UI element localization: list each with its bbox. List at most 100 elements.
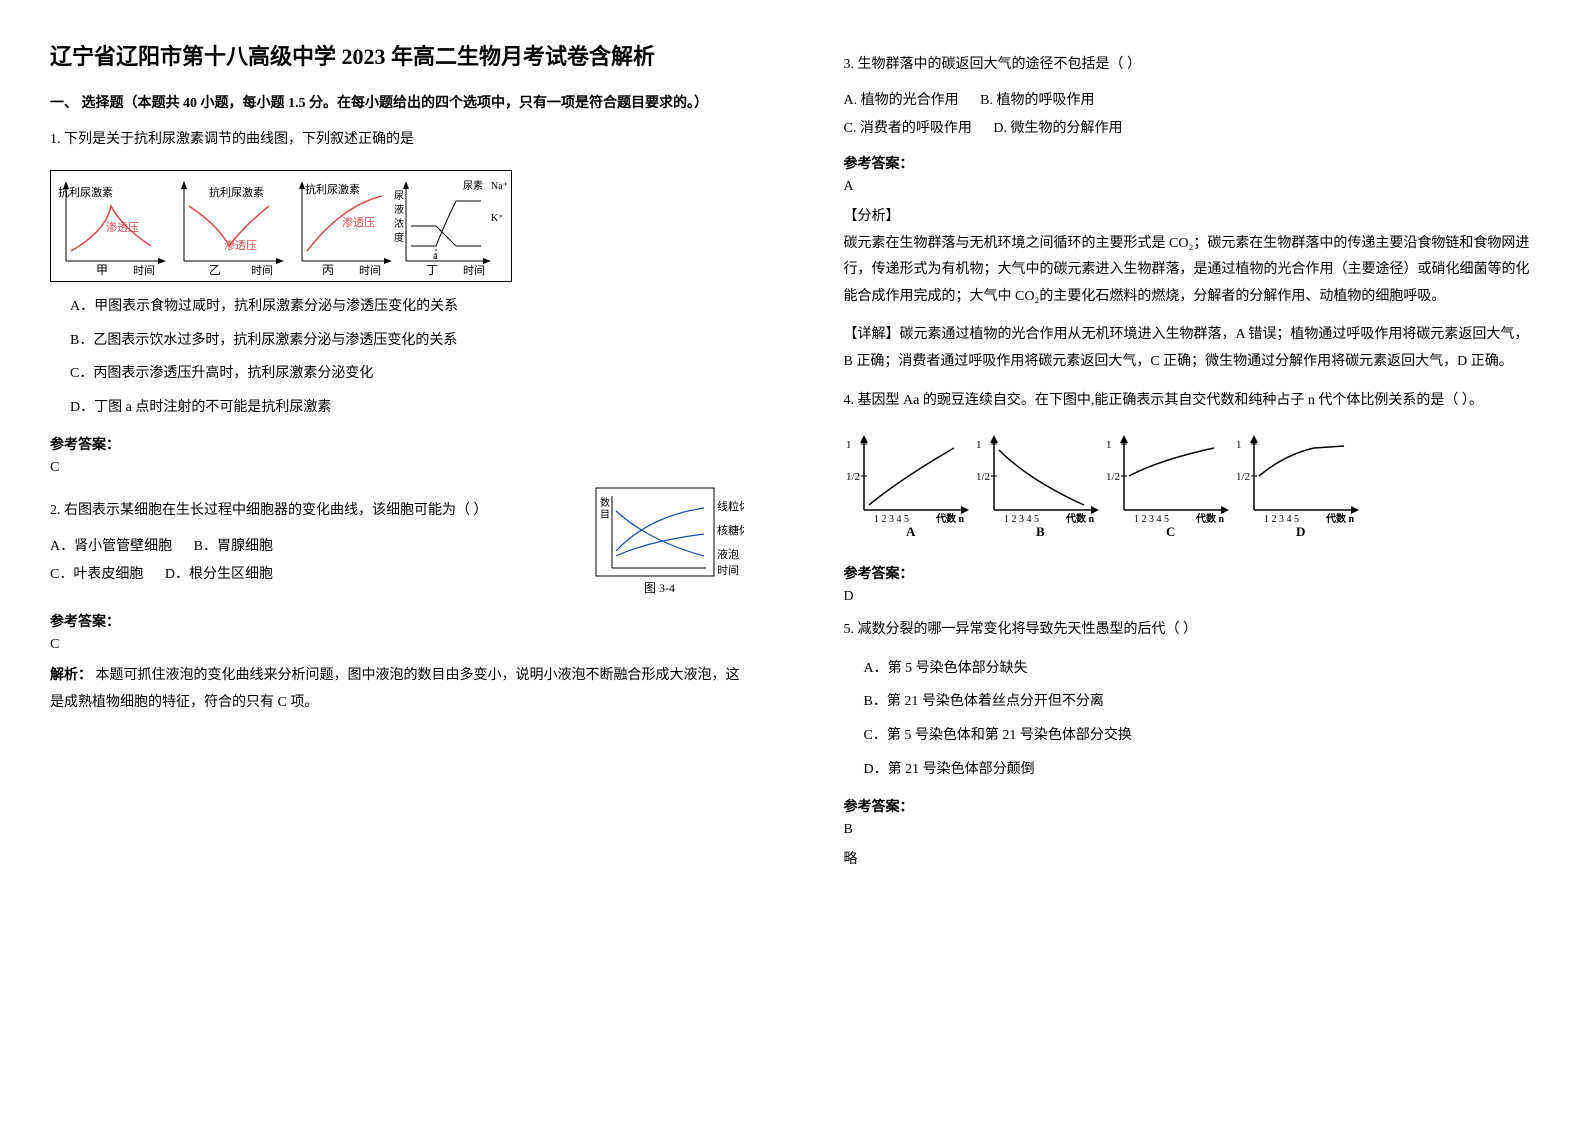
svg-text:渗透压: 渗透压 (224, 238, 257, 252)
q5-extra: 略 (844, 848, 1538, 868)
q1-optA: A．甲图表示食物过咸时，抗利尿激素分泌与渗透压变化的关系 (70, 290, 744, 324)
q1-stem: 1. 下列是关于抗利尿激素调节的曲线图，下列叙述正确的是 (50, 127, 744, 154)
section-1-head: 一、 选择题（本题共 40 小题，每小题 1.5 分。在每小题给出的四个选项中，… (50, 93, 744, 115)
svg-text:尿素: 尿素 (463, 179, 483, 192)
q5-optB: B．第 21 号染色体着丝点分开但不分离 (864, 685, 1538, 719)
svg-text:C: C (1166, 524, 1175, 539)
svg-text:1/2: 1/2 (846, 471, 860, 483)
svg-text:K⁺: K⁺ (491, 213, 504, 224)
q4-answer-label: 参考答案： (844, 563, 1538, 583)
svg-text:丙: 丙 (322, 263, 334, 277)
svg-text:1: 1 (846, 439, 852, 451)
svg-text:1 2 3 4 5: 1 2 3 4 5 (874, 514, 909, 525)
svg-text:D: D (1296, 524, 1305, 539)
q1-answer-label: 参考答案： (50, 434, 744, 454)
svg-text:A: A (906, 524, 916, 539)
q3-stem: 3. 生物群落中的碳返回大气的途径不包括是（ ） (844, 52, 1538, 79)
q2-analysis-prefix: 解析： (50, 668, 92, 683)
q2-optA: A．肾小管管壁细胞 (50, 539, 172, 554)
q1-figure: 抗利尿激素 渗透压 甲 时间 抗利尿激素 渗透压 乙 时间 (50, 170, 512, 282)
svg-text:1/2: 1/2 (1106, 471, 1120, 483)
q4-figure: 1 1/2 1 2 3 4 5 代数 n A 1 1/2 (844, 422, 1538, 553)
q2-answer-label: 参考答案： (50, 611, 744, 631)
q5-answer: B (844, 822, 1538, 838)
q2-figure: 数 目 线粒体 核糖体 液泡 时间 图 3-4 (584, 486, 744, 601)
svg-text:时间: 时间 (463, 264, 485, 277)
svg-text:B: B (1036, 524, 1045, 539)
q2-analysis: 解析： 本题可抓住液泡的变化曲线来分析问题，图中液泡的数目由多变小，说明小液泡不… (50, 663, 744, 716)
q3-xiangjie: 【详解】碳元素通过植物的光合作用从无机环境进入生物群落，A 错误；植物通过呼吸作… (844, 322, 1538, 375)
svg-text:丁: 丁 (426, 263, 438, 277)
q2-analysis-text: 本题可抓住液泡的变化曲线来分析问题，图中液泡的数目由多变小，说明小液泡不断融合形… (50, 668, 740, 710)
svg-text:代数 n: 代数 n (1325, 512, 1355, 525)
q3-options: A. 植物的光合作用 B. 植物的呼吸作用 C. 消费者的呼吸作用 D. 微生物… (844, 87, 1538, 143)
q2-optB: B．胃腺细胞 (194, 539, 273, 554)
q3-optD: D. 微生物的分解作用 (993, 121, 1122, 136)
svg-text:目: 目 (600, 510, 610, 521)
svg-text:时间: 时间 (359, 264, 381, 277)
q3-fenxi-label: 【分析】 (844, 205, 1538, 225)
q3-xiangjie-text: 碳元素通过植物的光合作用从无机环境进入生物群落，A 错误；植物通过呼吸作用将碳元… (844, 327, 1529, 369)
q2-optC: C．叶表皮细胞 (50, 567, 143, 582)
svg-text:1 2 3 4 5: 1 2 3 4 5 (1264, 514, 1299, 525)
q5-answer-label: 参考答案： (844, 796, 1538, 816)
left-column: 辽宁省辽阳市第十八高级中学 2023 年高二生物月考试卷含解析 一、 选择题（本… (0, 0, 794, 1122)
q1-optC: C．丙图表示渗透压升高时，抗利尿激素分泌变化 (70, 357, 744, 391)
svg-text:代数 n: 代数 n (935, 512, 965, 525)
svg-text:时间: 时间 (251, 264, 273, 277)
svg-text:尿: 尿 (394, 190, 404, 202)
svg-text:Na⁺: Na⁺ (491, 181, 508, 192)
q3-optC: C. 消费者的呼吸作用 (844, 121, 972, 136)
svg-text:甲: 甲 (96, 263, 108, 277)
svg-text:时间: 时间 (717, 564, 739, 577)
svg-text:代数 n: 代数 n (1065, 512, 1095, 525)
q3-answer-label: 参考答案： (844, 153, 1538, 173)
svg-text:图 3-4: 图 3-4 (644, 581, 675, 595)
q2-stem: 2. 右图表示某细胞在生长过程中细胞器的变化曲线，该细胞可能为（ ） (50, 498, 584, 525)
svg-text:液泡: 液泡 (717, 547, 739, 561)
svg-text:数: 数 (600, 496, 610, 509)
q2-options: A．肾小管管壁细胞 B．胃腺细胞 C．叶表皮细胞 D．根分生区细胞 (50, 533, 584, 589)
q3-optB: B. 植物的呼吸作用 (980, 93, 1094, 108)
right-column: 3. 生物群落中的碳返回大气的途径不包括是（ ） A. 植物的光合作用 B. 植… (794, 0, 1587, 1122)
svg-text:1/2: 1/2 (1236, 471, 1250, 483)
q3-answer: A (844, 179, 1538, 195)
q1-optD: D．丁图 a 点时注射的不可能是抗利尿激素 (70, 391, 744, 425)
q4-answer: D (844, 589, 1538, 605)
svg-text:渗透压: 渗透压 (342, 215, 375, 229)
svg-text:抗利尿激素: 抗利尿激素 (209, 185, 264, 199)
svg-text:抗利尿激素: 抗利尿激素 (58, 185, 113, 199)
q3-optA: A. 植物的光合作用 (844, 93, 959, 108)
svg-text:浓: 浓 (394, 218, 404, 230)
svg-text:代数 n: 代数 n (1195, 512, 1225, 525)
svg-text:度: 度 (394, 231, 404, 244)
svg-text:1 2 3 4 5: 1 2 3 4 5 (1004, 514, 1039, 525)
q4-stem: 4. 基因型 Aa 的豌豆连续自交。在下图中,能正确表示其自交代数和纯种占子 n… (844, 388, 1538, 415)
svg-text:时间: 时间 (133, 264, 155, 277)
svg-text:1 2 3 4 5: 1 2 3 4 5 (1134, 514, 1169, 525)
svg-text:核糖体: 核糖体 (717, 523, 744, 537)
svg-text:乙: 乙 (209, 263, 221, 277)
q3-xiangjie-label: 【详解】 (844, 327, 900, 342)
q1-optB: B．乙图表示饮水过多时，抗利尿激素分泌与渗透压变化的关系 (70, 324, 744, 358)
q3-fenxi: 碳元素在生物群落与无机环境之间循环的主要形式是 CO₂；碳元素在生物群落中的传递… (844, 231, 1538, 311)
q2-optD: D．根分生区细胞 (165, 567, 273, 582)
svg-text:线粒体: 线粒体 (717, 499, 744, 513)
q5-optD: D．第 21 号染色体部分颠倒 (864, 753, 1538, 787)
q2-answer: C (50, 637, 744, 653)
q5-optC: C．第 5 号染色体和第 21 号染色体部分交换 (864, 719, 1538, 753)
q1-options: A．甲图表示食物过咸时，抗利尿激素分泌与渗透压变化的关系 B．乙图表示饮水过多时… (70, 290, 744, 424)
q5-stem: 5. 减数分裂的哪一异常变化将导致先天性愚型的后代（ ） (844, 617, 1538, 644)
q1-answer: C (50, 460, 744, 476)
svg-text:1: 1 (976, 439, 982, 451)
q2-wrap: 2. 右图表示某细胞在生长过程中细胞器的变化曲线，该细胞可能为（ ） A．肾小管… (50, 486, 744, 601)
svg-text:1: 1 (1236, 439, 1242, 451)
exam-title: 辽宁省辽阳市第十八高级中学 2023 年高二生物月考试卷含解析 (50, 40, 744, 73)
svg-text:抗利尿激素: 抗利尿激素 (305, 182, 360, 196)
svg-text:液: 液 (394, 203, 404, 216)
q5-optA: A．第 5 号染色体部分缺失 (864, 652, 1538, 686)
svg-text:a: a (433, 251, 438, 262)
svg-text:1/2: 1/2 (976, 471, 990, 483)
q5-options: A．第 5 号染色体部分缺失 B．第 21 号染色体着丝点分开但不分离 C．第 … (864, 652, 1538, 786)
svg-text:1: 1 (1106, 439, 1112, 451)
